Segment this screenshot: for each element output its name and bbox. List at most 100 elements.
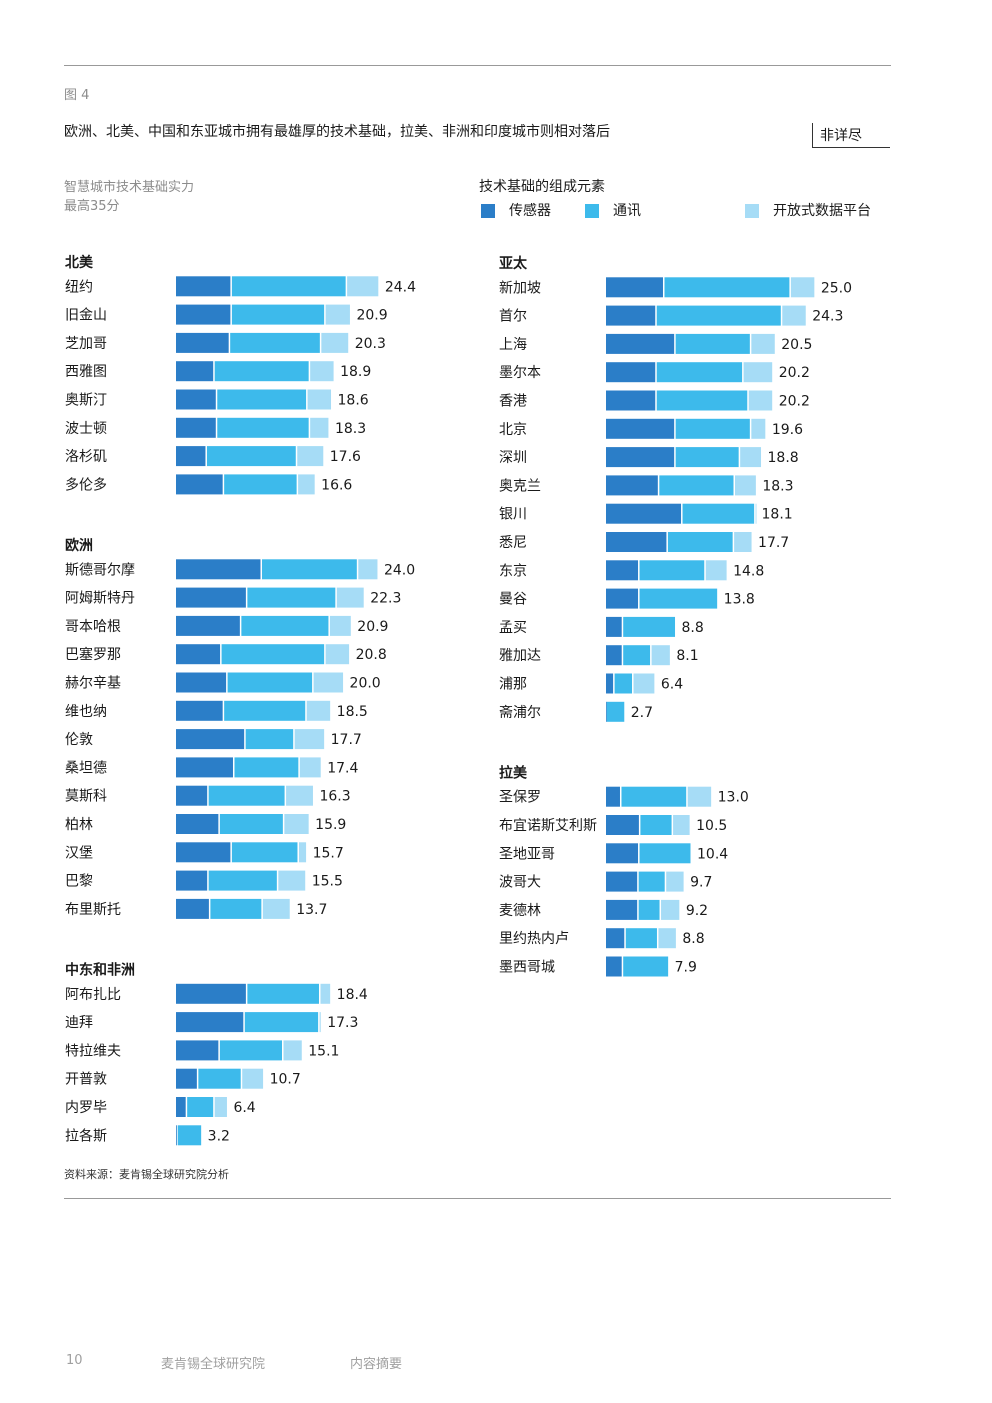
bar-segment-open-data	[310, 417, 329, 438]
bar-segment-sensors	[176, 389, 216, 410]
bar-segment-communications	[227, 672, 313, 693]
bar-segment-open-data	[347, 276, 379, 297]
city-label: 维也纳	[65, 704, 107, 720]
non-exhaustive-tag: 非详尽	[812, 123, 890, 148]
bar-segment-communications	[244, 1012, 319, 1033]
city-label: 香港	[499, 394, 527, 410]
bar-segment-open-data	[284, 814, 309, 834]
city-label: 孟买	[499, 620, 527, 636]
legend-swatch-communications	[585, 204, 599, 218]
bar-segment-sensors	[606, 418, 675, 439]
city-label: 阿布扎比	[65, 987, 121, 1003]
bar-segment-sensors	[176, 700, 223, 721]
city-label: 波士顿	[65, 421, 107, 437]
measure-title: 智慧城市技术基础实力	[64, 180, 195, 195]
bar-segment-sensors	[606, 928, 625, 949]
total-value-label: 20.9	[357, 619, 388, 635]
total-value-label: 18.9	[340, 364, 371, 380]
bar-segment-sensors	[606, 362, 656, 383]
bar-segment-sensors	[606, 899, 638, 920]
city-label: 内罗毕	[65, 1100, 107, 1116]
bar-segment-communications	[206, 446, 296, 467]
bar-segment-communications	[231, 304, 325, 325]
group-header: 欧洲	[65, 537, 93, 554]
bar-segment-sensors	[176, 559, 261, 580]
city-label: 北京	[499, 422, 527, 438]
bar-segment-sensors	[176, 870, 208, 891]
city-label: 芝加哥	[65, 336, 107, 352]
city-label: 东京	[499, 563, 527, 579]
total-value-label: 17.3	[327, 1015, 358, 1031]
bar-segment-open-data	[358, 559, 378, 580]
bar-segment-open-data	[319, 1012, 321, 1033]
bar-segment-sensors	[606, 447, 675, 468]
total-value-label: 13.7	[296, 902, 327, 918]
total-value-label: 20.2	[779, 365, 810, 381]
figure-label: 图 4	[64, 88, 90, 103]
measure-subtitle: 最高35分	[64, 199, 120, 214]
bar-segment-sensors	[176, 1097, 186, 1117]
city-label: 桑坦德	[65, 760, 107, 776]
city-label: 柏林	[65, 817, 93, 833]
bar-segment-sensors	[176, 276, 231, 297]
footer-section: 内容摘要	[350, 1357, 403, 1372]
total-value-label: 24.0	[384, 562, 415, 578]
bar-segment-sensors	[176, 361, 214, 382]
bar-segment-communications	[621, 786, 687, 807]
city-label: 哥本哈根	[65, 619, 121, 635]
bar-segment-sensors	[176, 757, 233, 778]
bar-segment-open-data	[705, 560, 727, 581]
legend-label-communications: 通讯	[613, 203, 641, 219]
city-label: 开普敦	[65, 1072, 107, 1088]
bar-segment-sensors	[606, 277, 663, 298]
total-value-label: 9.2	[686, 903, 708, 919]
bar-segment-communications	[234, 757, 299, 778]
group-header: 拉美	[499, 764, 528, 781]
total-value-label: 15.7	[313, 845, 344, 861]
bar-segment-sensors	[176, 615, 240, 636]
bar-segment-sensors	[176, 1068, 197, 1089]
bar-segment-sensors	[606, 333, 675, 354]
total-value-label: 10.5	[696, 818, 727, 834]
bar-segment-open-data	[299, 757, 321, 778]
bar-segment-communications	[217, 389, 307, 410]
bar-segment-sensors	[176, 729, 245, 750]
bar-segment-sensors	[606, 503, 682, 524]
total-value-label: 14.8	[733, 563, 764, 579]
total-value-label: 17.7	[331, 732, 362, 748]
group-header: 北美	[65, 254, 94, 271]
group-header: 亚太	[499, 255, 528, 272]
total-value-label: 15.5	[312, 874, 343, 890]
bar-segment-communications	[231, 276, 346, 297]
total-value-label: 20.3	[355, 336, 386, 352]
city-label: 墨尔本	[499, 365, 541, 381]
bar-segment-open-data	[320, 983, 331, 1004]
bar-segment-communications	[187, 1097, 214, 1117]
total-value-label: 18.8	[768, 450, 799, 466]
bar-segment-sensors	[176, 332, 229, 353]
bar-segment-communications	[606, 701, 625, 722]
total-value-label: 2.7	[631, 705, 653, 721]
bar-segment-communications	[224, 474, 297, 495]
city-label: 汉堡	[65, 845, 93, 861]
total-value-label: 17.4	[327, 760, 358, 776]
footer-org: 麦肯锡全球研究院	[161, 1357, 266, 1372]
total-value-label: 8.8	[682, 620, 704, 636]
city-label: 圣地亚哥	[499, 846, 555, 862]
bar-segment-communications	[221, 644, 325, 665]
city-label: 曼谷	[499, 592, 527, 608]
total-value-label: 15.9	[315, 817, 346, 833]
total-value-label: 16.6	[321, 477, 352, 493]
bar-segment-communications	[623, 645, 651, 666]
total-value-label: 8.8	[682, 931, 704, 947]
total-value-label: 25.0	[821, 280, 852, 296]
bar-segment-open-data	[307, 389, 332, 410]
bar-segment-sensors	[606, 475, 658, 496]
bar-segment-open-data	[278, 870, 306, 891]
bar-segment-open-data	[310, 361, 334, 382]
city-label: 圣保罗	[499, 790, 541, 806]
city-label: 上海	[499, 337, 527, 353]
bar-segment-communications	[217, 417, 309, 438]
bar-segment-communications	[623, 956, 669, 977]
bar-segment-communications	[247, 587, 336, 608]
